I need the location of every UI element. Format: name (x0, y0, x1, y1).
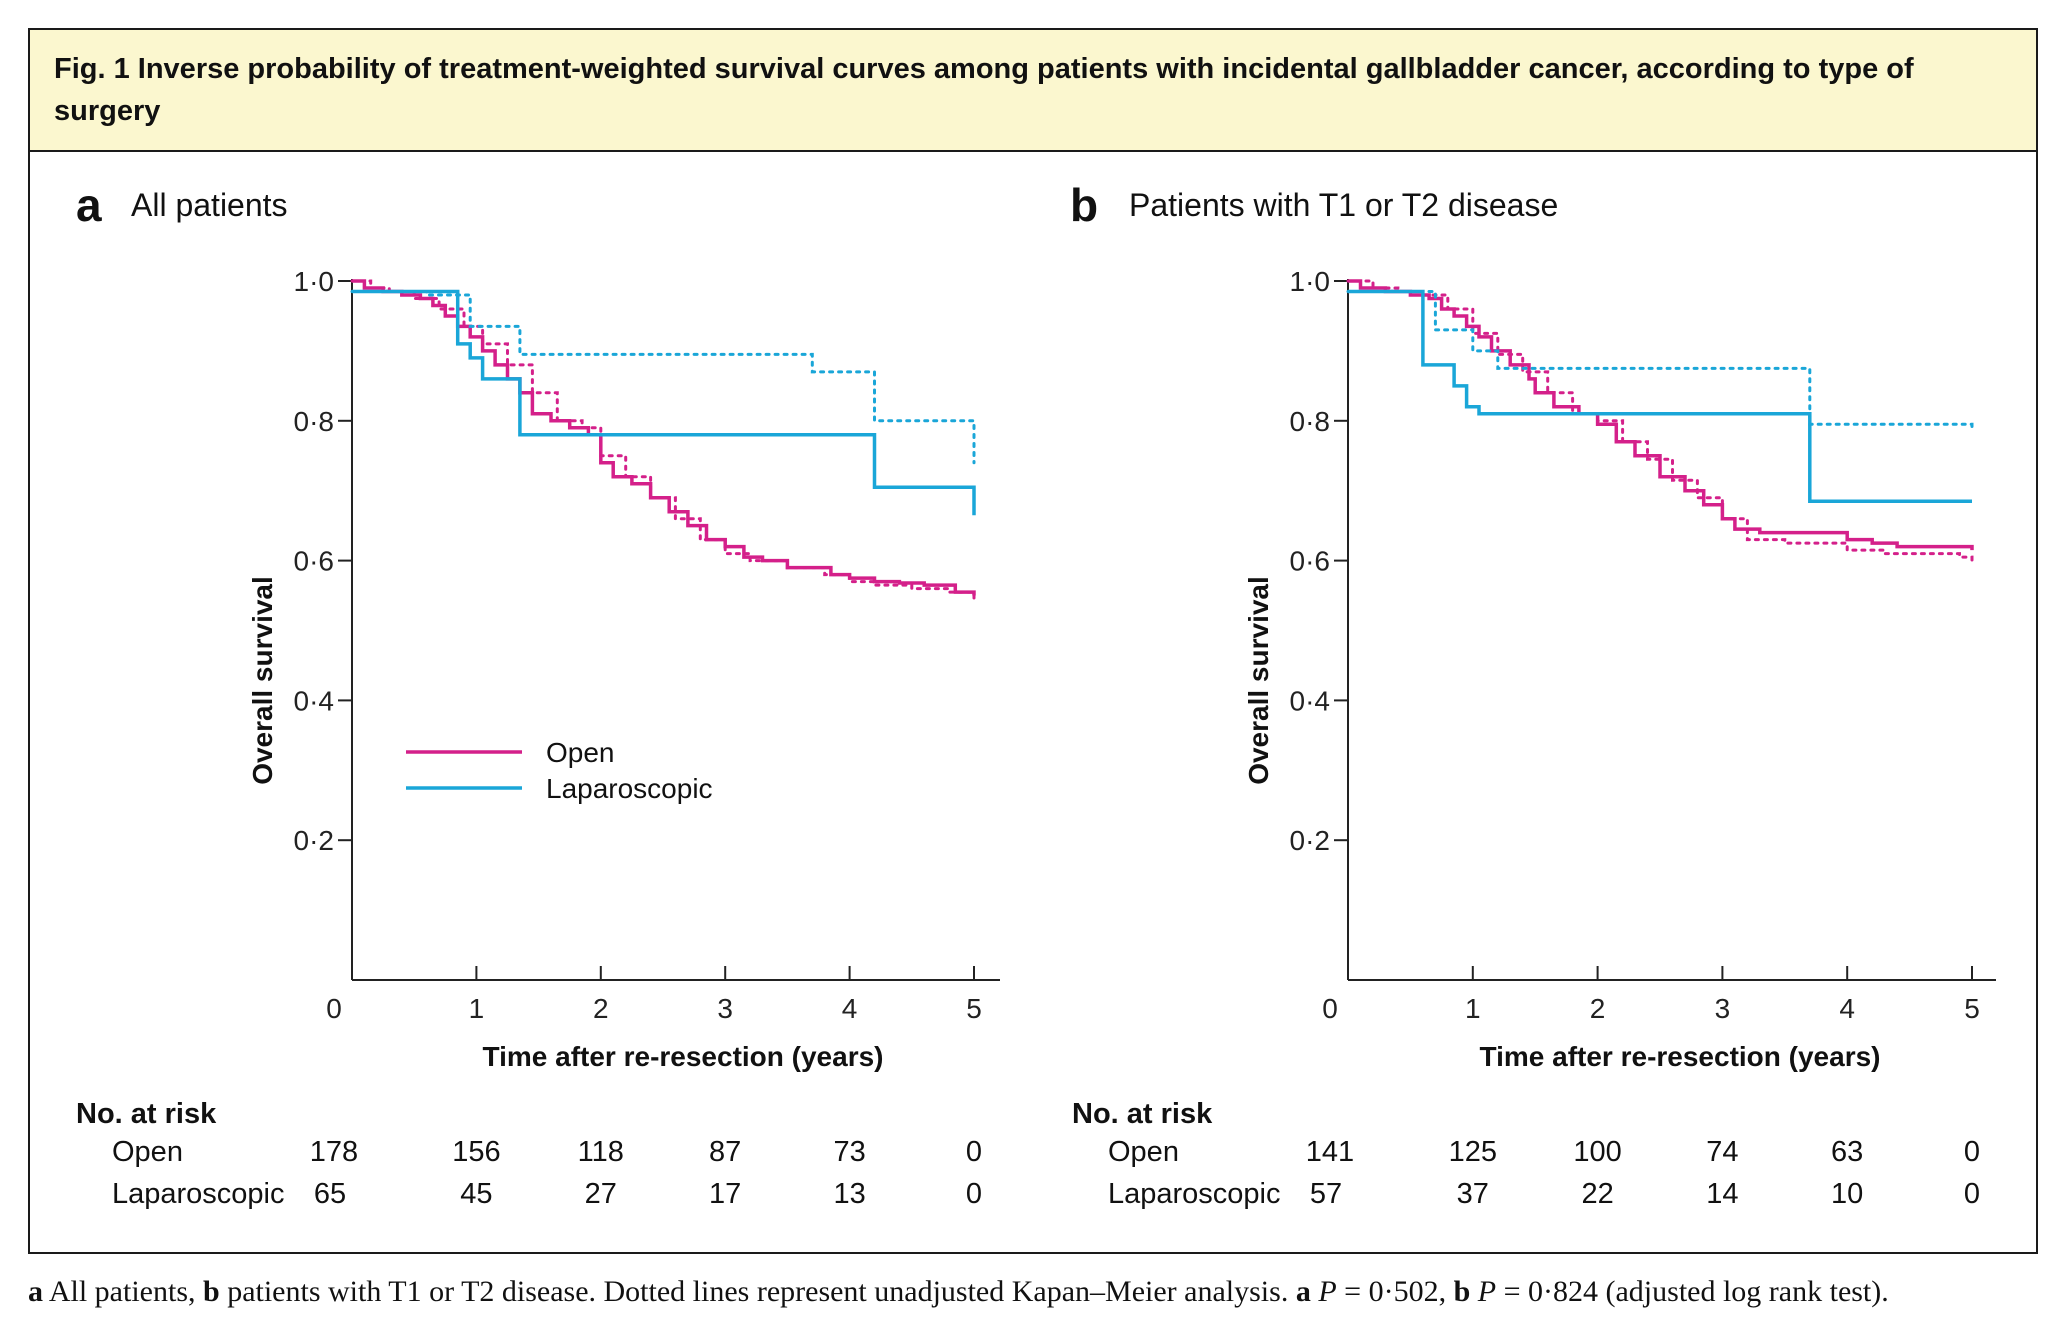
panel-a-risk-heading: No. at risk (76, 1098, 217, 1130)
panel-b-risk-value: 125 (1448, 1136, 1497, 1168)
panel-b-series-laparoscopic-dotted (1346, 290, 1974, 430)
figure-title: Fig. 1 Inverse probability of treatment-… (30, 30, 2036, 152)
panel-b-letter: b (1070, 179, 1099, 231)
panel-a-risk-value: 87 (709, 1136, 742, 1168)
panel-b-risk-value: 57 (1309, 1178, 1343, 1210)
caption-part2: patients with T1 or T2 disease. Dotted l… (219, 1275, 1296, 1308)
panel-b-risk-value: 74 (1706, 1136, 1739, 1168)
caption-p-a: P (1310, 1275, 1337, 1308)
panel-b-y-tick-label: 0·8 (1290, 406, 1330, 437)
panel-b-x-axis-title: Time after re-resection (years) (1480, 1041, 1881, 1072)
panel-b-series-open-dotted (1346, 279, 1974, 563)
panel-b-x-tick-label: 1 (1465, 993, 1481, 1024)
panel-b-y-axis-title: Overall survival (1243, 576, 1274, 785)
panel-a-risk-value: 178 (309, 1136, 359, 1168)
panel-b-y-tick-label: 0·6 (1290, 546, 1330, 577)
panel-a-y-tick-label: 0·4 (294, 685, 334, 716)
panel-a-y-tick-label: 0·6 (294, 546, 334, 577)
panel-b-risk-row-label: Open (1108, 1136, 1179, 1168)
panel-a-x-tick-label: 3 (717, 993, 733, 1024)
panel-a-x-tick-label: 0 (326, 993, 342, 1024)
panel-a-series-laparoscopic-dotted (350, 290, 976, 465)
panel-a-series-open-solid (352, 279, 976, 596)
panel-a-y-axis-title: Overall survival (247, 576, 278, 785)
panel-a-risk-value: 118 (577, 1136, 624, 1168)
panel-b-risk-value: 100 (1573, 1136, 1622, 1168)
panel-b-risk-row-label: Laparoscopic (1108, 1178, 1281, 1210)
panel-a-risk-value: 0 (965, 1178, 983, 1210)
panel-b-x-tick-label: 2 (1590, 993, 1606, 1024)
panel-a-risk-value: 45 (460, 1178, 493, 1210)
panel-a-chart: 0 1 2 3 4 5 0·2 0·4 0·6 0·8 1·0 Time after re-resec… (247, 266, 1000, 1072)
panel-b-risk-value: 37 (1456, 1178, 1489, 1210)
legend-laparoscopic-label: Laparoscopic (546, 773, 713, 804)
caption-p-b-value: = 0·824 (adjusted log rank test). (1496, 1275, 1889, 1308)
panel-a-risk-row-label: Laparoscopic (112, 1178, 285, 1210)
panel-b-risk-value: 63 (1831, 1136, 1864, 1168)
panel-a-x-tick-label: 4 (842, 993, 858, 1024)
panel-b-risk-value: 10 (1831, 1178, 1864, 1210)
panel-a-x-axis-title: Time after re-resection (years) (483, 1041, 884, 1072)
panel-a-x-tick-label: 2 (593, 993, 609, 1024)
panel-b-risk-value: 14 (1706, 1178, 1739, 1210)
panel-b-x-tick-label: 0 (1322, 993, 1338, 1024)
panel-b-risk-heading: No. at risk (1072, 1098, 1213, 1130)
legend-open-label: Open (546, 737, 615, 768)
panel-b-y-tick-label: 0·2 (1290, 825, 1330, 856)
panel-b-risk-value: 0 (1963, 1136, 1981, 1168)
panel-a-y-tick-label: 0·2 (294, 825, 334, 856)
panel-a-y-tick-label: 0·8 (294, 406, 334, 437)
panel-a-risk-value: 13 (833, 1178, 866, 1210)
caption-part1: All patients, (43, 1275, 203, 1308)
panel-a-risk-value: 27 (584, 1178, 617, 1210)
figure-caption: a All patients, b patients with T1 or T2… (28, 1275, 2058, 1309)
panel-a-title: All patients (131, 187, 288, 223)
panel-b-x-tick-label: 4 (1839, 993, 1855, 1024)
panel-a-x-tick-label: 1 (469, 993, 485, 1024)
caption-b-label-2: b (1453, 1275, 1471, 1308)
caption-p-a-value: = 0·502, (1336, 1275, 1454, 1308)
panel-a-risk-value: 156 (452, 1136, 501, 1168)
panel-b-y-tick-label: 1·0 (1290, 266, 1330, 297)
panel-b-x-tick-label: 3 (1715, 993, 1731, 1024)
panel-b-risk-value: 0 (1963, 1178, 1981, 1210)
caption-a-label: a (28, 1275, 43, 1308)
panel-a-risk-row-label: Open (112, 1136, 183, 1168)
panel-b-chart: 0 1 2 3 4 5 0·2 0·4 0·6 0·8 1·0 Time after re-resec… (1243, 266, 1996, 1072)
panel-a-risk-value: 17 (709, 1178, 742, 1210)
panel-b-y-tick-label: 0·4 (1290, 685, 1330, 716)
panel-b-x-tick-label: 5 (1964, 993, 1980, 1024)
panel-a-risk-value: 73 (833, 1136, 866, 1168)
caption-a-label-2: a (1295, 1275, 1311, 1308)
caption-b-label: b (203, 1275, 220, 1308)
panel-a-series-laparoscopic-solid (352, 289, 976, 516)
panel-b-risk-value: 22 (1581, 1178, 1614, 1210)
panel-a-risk-value: 65 (313, 1178, 347, 1210)
panel-a-y-tick-label: 1·0 (294, 266, 334, 297)
panel-a-letter: a (76, 179, 102, 231)
panel-a-risk-value: 0 (965, 1136, 983, 1168)
panel-b-title: Patients with T1 or T2 disease (1129, 187, 1559, 223)
panel-b-risk-value: 141 (1305, 1136, 1355, 1168)
panel-a-x-tick-label: 5 (966, 993, 982, 1024)
panel-a-series-open-dotted (350, 279, 976, 604)
figure-frame: Fig. 1 Inverse probability of treatment-… (28, 28, 2038, 1254)
caption-p-b: P (1470, 1275, 1497, 1308)
